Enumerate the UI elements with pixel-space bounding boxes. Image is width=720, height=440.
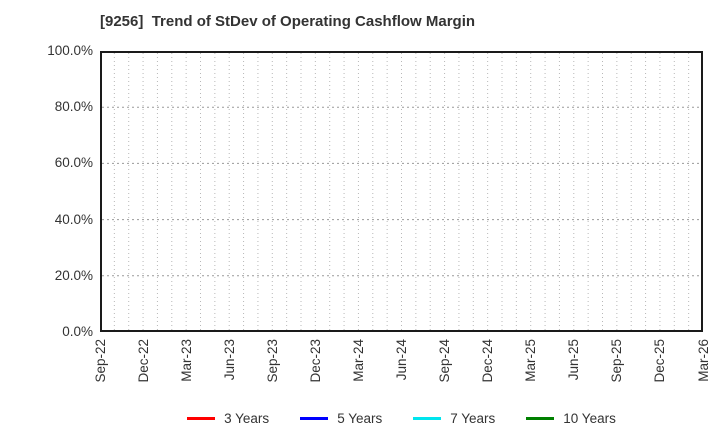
legend-line-swatch-7-years [413,416,442,420]
legend-item-3-years: 3 Years [187,411,269,426]
x-tick-label: Sep-23 [264,339,280,383]
legend-item-7-years: 7 Years [413,411,495,426]
x-tick-label: Dec-25 [652,339,668,383]
x-tick-label: Jun-23 [221,339,237,381]
x-tick-label: Dec-22 [135,339,151,383]
chart-title: [9256] Trend of StDev of Operating Cashf… [100,13,476,30]
x-tick-label: Sep-25 [609,339,625,383]
legend-label-3-years: 3 Years [224,410,270,426]
x-tick-label: Sep-24 [437,339,453,383]
x-tick-label: Mar-23 [178,339,194,382]
legend-label-10-years: 10 Years [563,410,616,426]
y-tick-label: 80.0% [54,99,93,115]
plot-area [100,51,703,332]
y-tick-label: 20.0% [54,267,93,283]
x-tick-label: Jun-25 [566,339,582,381]
y-tick-label: 0.0% [62,324,93,339]
x-tick-label: Mar-26 [695,339,711,382]
legend-line-swatch-3-years [187,416,216,420]
x-tick-label: Mar-25 [523,339,539,382]
x-tick-label: Mar-24 [350,339,366,382]
chart-legend: 3 Years 5 Years 7 Years 10 Years [100,407,703,429]
x-tick-label: Dec-23 [307,339,323,383]
y-tick-label: 60.0% [54,155,93,171]
x-tick-label: Dec-24 [480,339,496,383]
y-tick-label: 40.0% [54,211,93,227]
y-tick-label: 100.0% [47,43,93,58]
plot-border [100,51,703,332]
legend-label-7-years: 7 Years [450,410,496,426]
x-tick-label: Sep-22 [92,339,108,383]
legend-label-5-years: 5 Years [337,410,383,426]
legend-line-swatch-5-years [300,416,329,420]
x-tick-label: Jun-24 [394,339,409,381]
legend-item-5-years: 5 Years [300,411,382,426]
legend-line-swatch-10-years [526,416,555,420]
legend-item-10-years: 10 Years [526,411,616,426]
plot-grid [100,51,703,332]
